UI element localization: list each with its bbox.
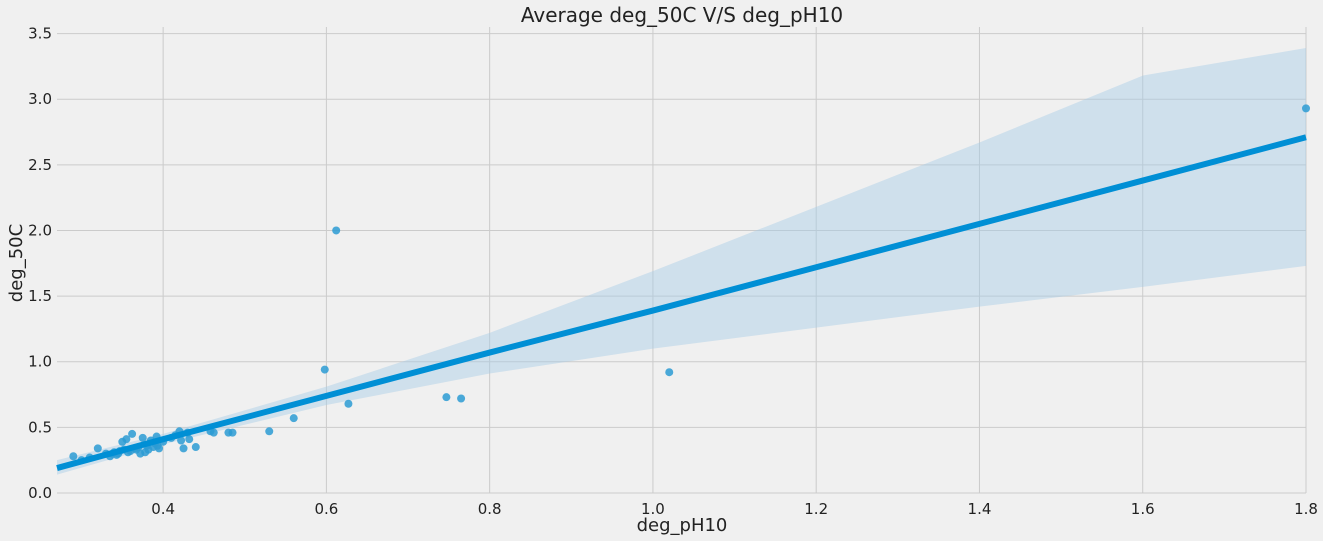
confidence-interval [57, 48, 1306, 475]
y-axis-ticks: 0.0 0.5 1.0 1.5 2.0 2.5 3.0 3.5 [28, 25, 52, 502]
y-tick-label: 2.5 [28, 156, 52, 174]
x-axis-ticks: 0.4 0.6 0.8 1.0 1.2 1.4 1.6 1.8 [151, 500, 1318, 518]
data-point [69, 452, 78, 461]
y-tick-label: 3.5 [28, 25, 52, 43]
x-tick-label: 1.0 [641, 500, 665, 518]
x-tick-label: 1.2 [804, 500, 828, 518]
x-tick-label: 1.6 [1131, 500, 1155, 518]
x-tick-label: 1.8 [1294, 500, 1318, 518]
confidence-band [57, 48, 1306, 475]
data-point [320, 365, 329, 374]
data-point [265, 427, 274, 436]
data-point [191, 443, 200, 452]
x-tick-label: 0.6 [314, 500, 338, 518]
data-point [185, 435, 194, 444]
regression-line [56, 134, 1307, 471]
data-point [228, 428, 237, 437]
y-tick-label: 0.0 [28, 484, 52, 502]
y-tick-label: 2.0 [28, 221, 52, 239]
data-point [665, 368, 674, 377]
data-point [1302, 104, 1310, 113]
data-point [179, 444, 188, 453]
data-point [128, 429, 137, 438]
y-axis-label: deg_50C [6, 224, 27, 302]
data-point [344, 399, 353, 408]
data-point [138, 433, 147, 442]
x-tick-label: 0.8 [478, 500, 502, 518]
y-tick-label: 1.5 [28, 287, 52, 305]
grid [57, 27, 1307, 494]
data-point [289, 414, 298, 423]
y-tick-label: 0.5 [28, 418, 52, 436]
data-point [93, 444, 102, 453]
fit-line [56, 134, 1307, 471]
data-point [122, 435, 131, 444]
x-tick-label: 0.4 [151, 500, 175, 518]
data-point [442, 393, 451, 402]
data-point [457, 394, 466, 403]
x-axis-label: deg_pH10 [637, 515, 728, 536]
data-point [177, 436, 186, 445]
data-point [332, 226, 341, 235]
data-point [209, 428, 218, 437]
chart-title: Average deg_50C V/S deg_pH10 [521, 3, 843, 27]
y-tick-label: 3.0 [28, 90, 52, 108]
y-tick-label: 1.0 [28, 353, 52, 371]
x-tick-label: 1.4 [968, 500, 992, 518]
